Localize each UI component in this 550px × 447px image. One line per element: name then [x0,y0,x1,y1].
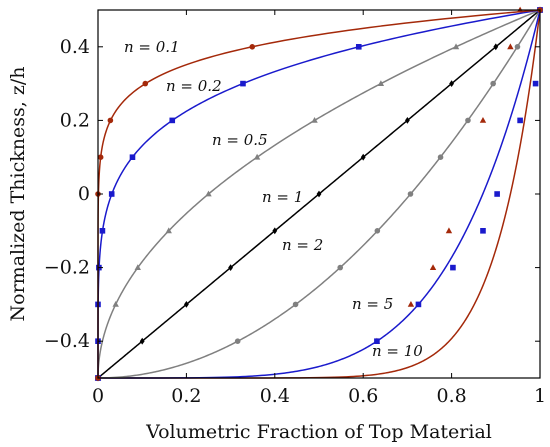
data-point [429,264,437,270]
data-point [228,264,233,271]
data-point [360,153,366,161]
data-point [205,190,212,197]
data-point [437,154,444,160]
series-line [97,9,541,379]
y-axis: −0.4 −0.2 0 0.2 0.4 [44,36,540,352]
x-tick-label: 1 [534,385,546,407]
x-tick-label: 0 [92,385,104,407]
data-point [107,117,114,124]
data-point [134,264,141,270]
y-axis-title: Normalized Thickness, z/h [7,67,29,322]
data-point [449,80,454,87]
data-point [139,337,145,345]
series-label: n = 0.5 [212,131,268,149]
series-line [97,9,541,379]
x-tick-label: 0.8 [436,385,466,407]
data-point [490,80,496,87]
series-label: n = 0.1 [124,38,180,56]
data-point [355,44,362,50]
x-tick-label: 0.4 [260,385,290,407]
y-tick-label: 0 [78,183,90,205]
data-point [337,264,344,271]
data-point [112,301,119,307]
x-axis: 0 0.2 0.4 0.6 0.8 1 [92,10,546,407]
x-tick-label: 0.6 [348,385,378,407]
series-line [97,9,541,379]
data-point [374,228,381,234]
y-tick-label: −0.4 [44,330,90,352]
series-label: n = 2 [282,236,323,254]
series-label: n = 0.2 [166,77,222,95]
data-point [514,44,521,50]
data-point [169,117,176,124]
series-line [97,9,541,379]
data-point [532,80,539,87]
data-point [165,227,172,234]
data-point [99,228,106,234]
series-layer [94,6,544,382]
data-point [142,80,149,87]
data-point [465,117,471,124]
series-0-5 [95,7,543,381]
data-point [249,44,256,50]
data-point [517,117,523,124]
y-tick-label: 0.2 [60,109,90,131]
series-line [97,9,541,378]
data-point [407,301,415,307]
data-point [480,228,486,234]
data-point [450,264,456,271]
data-point [374,338,380,344]
series-label: n = 10 [372,342,423,360]
series-labels: n = 0.1 n = 0.2 n = 0.5 n = 1 n = 2 n = 5 n = … [124,38,423,360]
data-point [494,191,500,197]
series-label: n = 5 [352,295,393,313]
data-point [272,227,278,235]
y-tick-label: −0.2 [44,257,90,279]
data-point [407,191,414,197]
data-point [452,43,460,50]
data-point [507,43,514,50]
data-point [316,190,322,198]
data-point [184,301,189,308]
data-point [415,301,422,308]
data-point [292,301,299,308]
y-tick-label: 0.4 [60,36,90,58]
data-point [445,227,453,234]
data-point [479,117,487,123]
x-tick-label: 0.2 [171,385,201,407]
series-1 [95,6,543,382]
data-point [405,117,410,124]
data-point [493,43,499,51]
data-point [311,117,318,123]
data-point [234,338,241,345]
data-point [108,191,115,197]
data-point [253,153,261,160]
data-point [240,80,246,87]
data-point [97,154,104,160]
data-point [129,154,136,160]
series-label: n = 1 [262,188,303,206]
x-axis-title: Volumetric Fraction of Top Material [145,421,492,443]
data-point [377,80,385,86]
